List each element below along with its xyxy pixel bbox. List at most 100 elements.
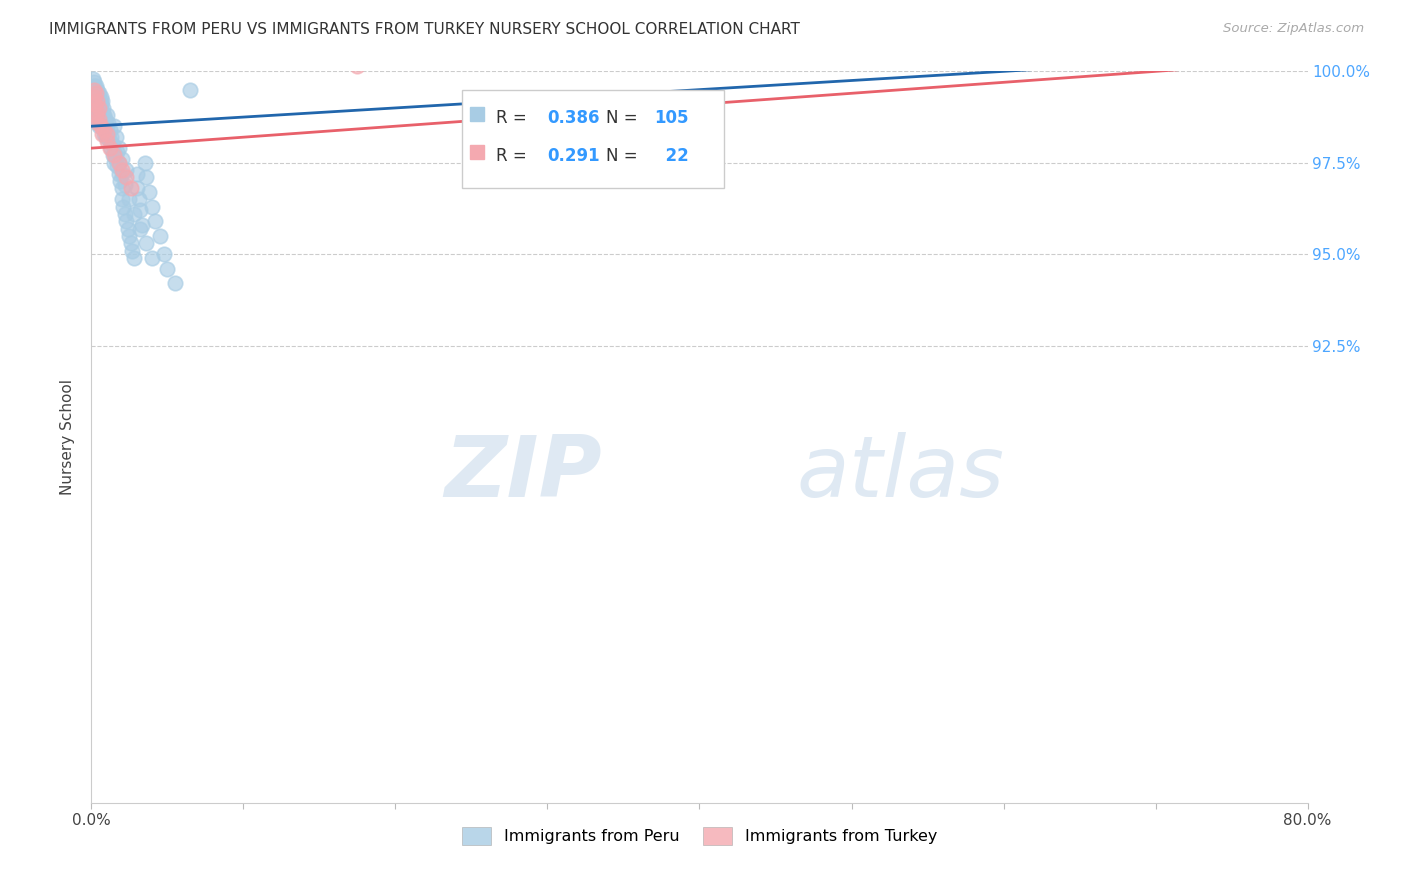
Point	[82, 90, 104, 104]
Point	[89, 120, 111, 134]
Text: atlas: atlas	[797, 432, 1005, 516]
FancyBboxPatch shape	[463, 90, 724, 188]
Point	[96, 134, 118, 148]
Point	[84, 90, 107, 104]
Point	[87, 120, 110, 134]
Point	[97, 127, 120, 141]
Point	[107, 155, 129, 169]
Point	[91, 104, 114, 119]
Point	[149, 229, 172, 244]
Point	[179, 83, 201, 97]
Text: 0.386: 0.386	[547, 109, 600, 127]
Point	[83, 97, 105, 112]
Point	[111, 163, 134, 178]
Point	[107, 167, 129, 181]
Point	[111, 181, 134, 195]
Point	[100, 141, 122, 155]
Point	[86, 104, 108, 119]
Point	[87, 112, 110, 126]
Point	[114, 207, 136, 221]
Point	[87, 101, 110, 115]
Point	[84, 83, 107, 97]
Point	[118, 229, 141, 244]
Text: 105: 105	[654, 109, 689, 127]
Point	[91, 112, 114, 126]
Point	[96, 130, 118, 145]
Point	[93, 115, 115, 129]
Point	[89, 90, 111, 104]
Point	[100, 130, 122, 145]
Point	[97, 115, 120, 129]
Point	[103, 145, 125, 159]
Point	[103, 120, 125, 134]
Point	[156, 261, 179, 276]
Point	[83, 75, 105, 89]
Point	[84, 108, 107, 122]
Point	[117, 221, 139, 235]
Point	[86, 115, 108, 129]
Point	[115, 214, 138, 228]
Text: N =: N =	[606, 109, 643, 127]
Point	[86, 87, 108, 101]
Point	[115, 163, 138, 178]
Point	[86, 83, 108, 97]
Point	[98, 123, 121, 137]
Point	[118, 193, 141, 207]
Point	[87, 101, 110, 115]
Point	[83, 83, 105, 97]
Point	[84, 78, 107, 93]
Point	[91, 94, 114, 108]
Point	[129, 203, 152, 218]
Point	[111, 193, 134, 207]
Point	[89, 112, 111, 126]
Point	[129, 221, 152, 235]
Point	[120, 236, 142, 251]
Y-axis label: Nursery School: Nursery School	[60, 379, 76, 495]
Point	[86, 94, 108, 108]
Point	[87, 97, 110, 112]
Point	[96, 120, 118, 134]
Text: IMMIGRANTS FROM PERU VS IMMIGRANTS FROM TURKEY NURSERY SCHOOL CORRELATION CHART: IMMIGRANTS FROM PERU VS IMMIGRANTS FROM …	[49, 22, 800, 37]
Point	[83, 94, 105, 108]
Point	[91, 127, 114, 141]
Point	[87, 90, 110, 104]
Point	[91, 101, 114, 115]
Point	[104, 130, 127, 145]
Point	[141, 200, 163, 214]
Point	[87, 108, 110, 122]
Point	[125, 167, 148, 181]
Point	[90, 108, 112, 122]
Point	[112, 200, 135, 214]
Point	[125, 181, 148, 195]
Text: Source: ZipAtlas.com: Source: ZipAtlas.com	[1223, 22, 1364, 36]
Point	[94, 112, 117, 126]
Point	[86, 104, 108, 119]
Point	[96, 127, 118, 141]
Point	[84, 108, 107, 122]
Text: ZIP: ZIP	[444, 432, 602, 516]
Point	[83, 78, 105, 93]
Point	[122, 207, 145, 221]
Point	[98, 141, 121, 155]
Legend: Immigrants from Peru, Immigrants from Turkey: Immigrants from Peru, Immigrants from Tu…	[454, 819, 945, 854]
Point	[128, 193, 150, 207]
Point	[104, 152, 127, 166]
Point	[163, 277, 186, 291]
Point	[93, 123, 115, 137]
Point	[101, 137, 124, 152]
Point	[82, 83, 104, 97]
Point	[94, 123, 117, 137]
Point	[84, 87, 107, 101]
Text: 0.291: 0.291	[547, 146, 600, 165]
Point	[89, 94, 111, 108]
Point	[111, 152, 134, 166]
Point	[83, 87, 105, 101]
Point	[107, 155, 129, 169]
Point	[114, 178, 136, 192]
Point	[93, 127, 115, 141]
Point	[122, 251, 145, 265]
Point	[96, 108, 118, 122]
Text: R =: R =	[496, 146, 533, 165]
Point	[93, 108, 115, 122]
Point	[115, 170, 138, 185]
